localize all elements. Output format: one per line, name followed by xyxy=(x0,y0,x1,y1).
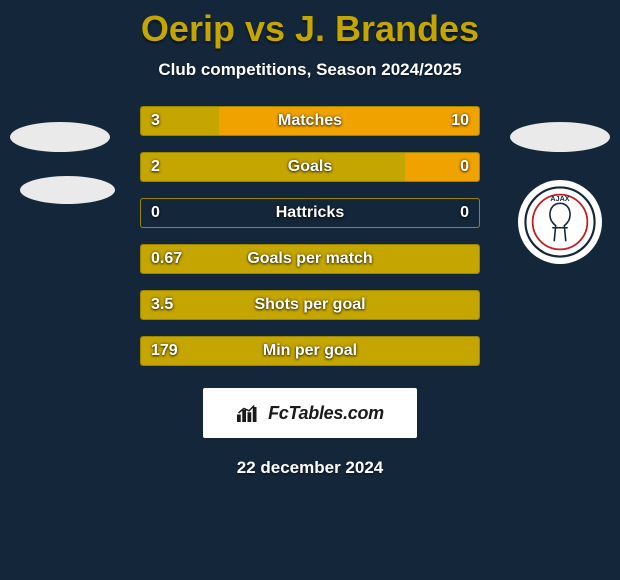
subtitle: Club competitions, Season 2024/2025 xyxy=(0,60,620,80)
watermark-text: FcTables.com xyxy=(268,403,384,424)
watermark: FcTables.com xyxy=(203,388,417,438)
club-badge-right: AJAX xyxy=(518,180,602,264)
svg-text:AJAX: AJAX xyxy=(550,194,569,203)
player-left-badge-bottom xyxy=(20,176,115,204)
stat-label: Shots per goal xyxy=(141,291,479,319)
comparison-bars: 3Matches102Goals00Hattricks00.67Goals pe… xyxy=(140,106,480,366)
stat-right-value: 0 xyxy=(460,153,469,181)
player-left-badge-top xyxy=(10,122,110,152)
page-title: Oerip vs J. Brandes xyxy=(0,8,620,50)
fctables-logo-icon xyxy=(236,404,262,422)
stat-row-min-per-goal: 179Min per goal xyxy=(140,336,480,366)
stat-label: Goals xyxy=(141,153,479,181)
stat-label: Hattricks xyxy=(141,199,479,227)
player-right-badge-top xyxy=(510,122,610,152)
stat-label: Min per goal xyxy=(141,337,479,365)
stat-row-goals-per-match: 0.67Goals per match xyxy=(140,244,480,274)
stat-row-matches: 3Matches10 xyxy=(140,106,480,136)
stat-label: Matches xyxy=(141,107,479,135)
ajax-logo-icon: AJAX xyxy=(524,186,596,258)
stat-row-goals: 2Goals0 xyxy=(140,152,480,182)
stat-label: Goals per match xyxy=(141,245,479,273)
stat-row-hattricks: 0Hattricks0 xyxy=(140,198,480,228)
stat-right-value: 10 xyxy=(451,107,469,135)
stat-row-shots-per-goal: 3.5Shots per goal xyxy=(140,290,480,320)
stat-right-value: 0 xyxy=(460,199,469,227)
footer-date: 22 december 2024 xyxy=(0,458,620,478)
